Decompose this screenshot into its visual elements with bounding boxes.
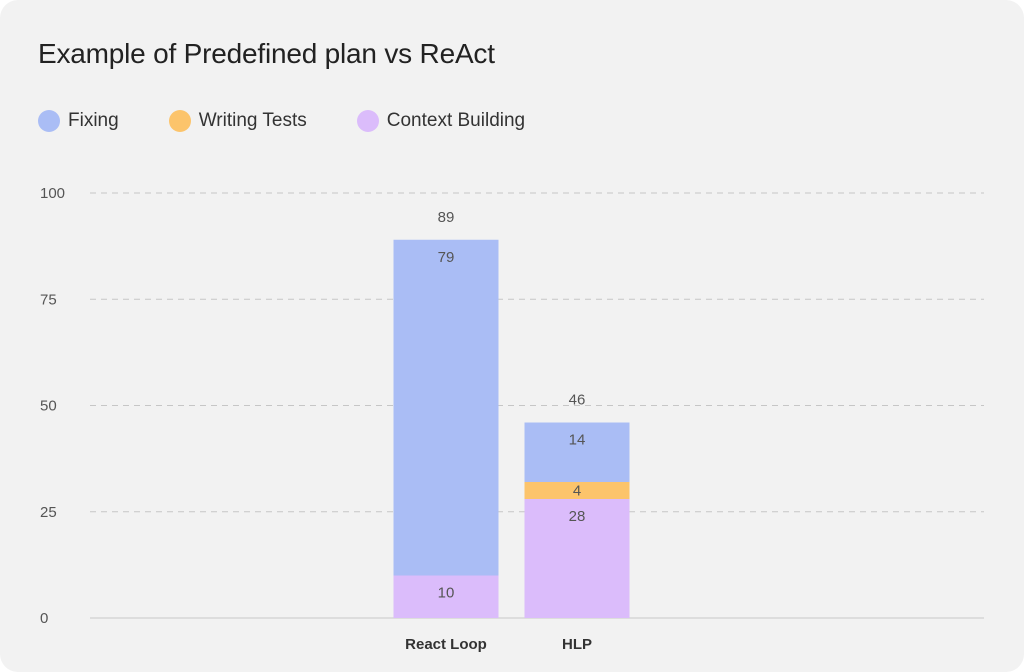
- y-tick-label-75: 75: [40, 291, 57, 308]
- legend-swatch-context-building: [356, 110, 379, 132]
- legend-swatch-writing-tests: [168, 110, 191, 132]
- legend-item-fixing: Fixing: [38, 110, 119, 132]
- segment-label-fixing-0: 79: [438, 249, 455, 266]
- y-tick-label-25: 25: [40, 504, 57, 521]
- legend-swatch-fixing: [38, 110, 60, 132]
- legend-label-context-building: Context Building: [386, 110, 526, 131]
- segment-label-context-building-0: 10: [438, 585, 455, 602]
- x-category-label-1: HLP: [562, 636, 592, 653]
- segment-label-writing-tests-1: 4: [573, 483, 581, 500]
- legend-item-context-building: Context Building: [356, 110, 526, 132]
- y-tick-label-50: 50: [40, 398, 57, 415]
- legend-label-fixing: Fixing: [68, 110, 119, 131]
- chart-legend: Fixing Writing Tests Context Building: [38, 108, 575, 134]
- y-tick-label-100: 100: [40, 185, 65, 202]
- segment-label-fixing-1: 14: [569, 432, 586, 449]
- legend-label-writing-tests: Writing Tests: [198, 110, 307, 131]
- x-category-label-0: React Loop: [405, 636, 487, 653]
- bar-segment-context-building-0: [393, 575, 499, 618]
- chart-title: Example of Predefined plan vs ReAct: [38, 38, 495, 69]
- bar-segment-writing-tests-1: [524, 482, 630, 499]
- total-label-1: 46: [569, 392, 586, 409]
- bar-segment-fixing-1: [524, 422, 630, 482]
- legend-item-writing-tests: Writing Tests: [168, 110, 307, 132]
- total-label-0: 89: [438, 209, 455, 226]
- segment-label-context-building-1: 28: [569, 508, 586, 525]
- bar-segment-context-building-1: [524, 499, 630, 618]
- y-tick-label-0: 0: [40, 610, 48, 627]
- bar-segment-fixing-0: [393, 239, 499, 576]
